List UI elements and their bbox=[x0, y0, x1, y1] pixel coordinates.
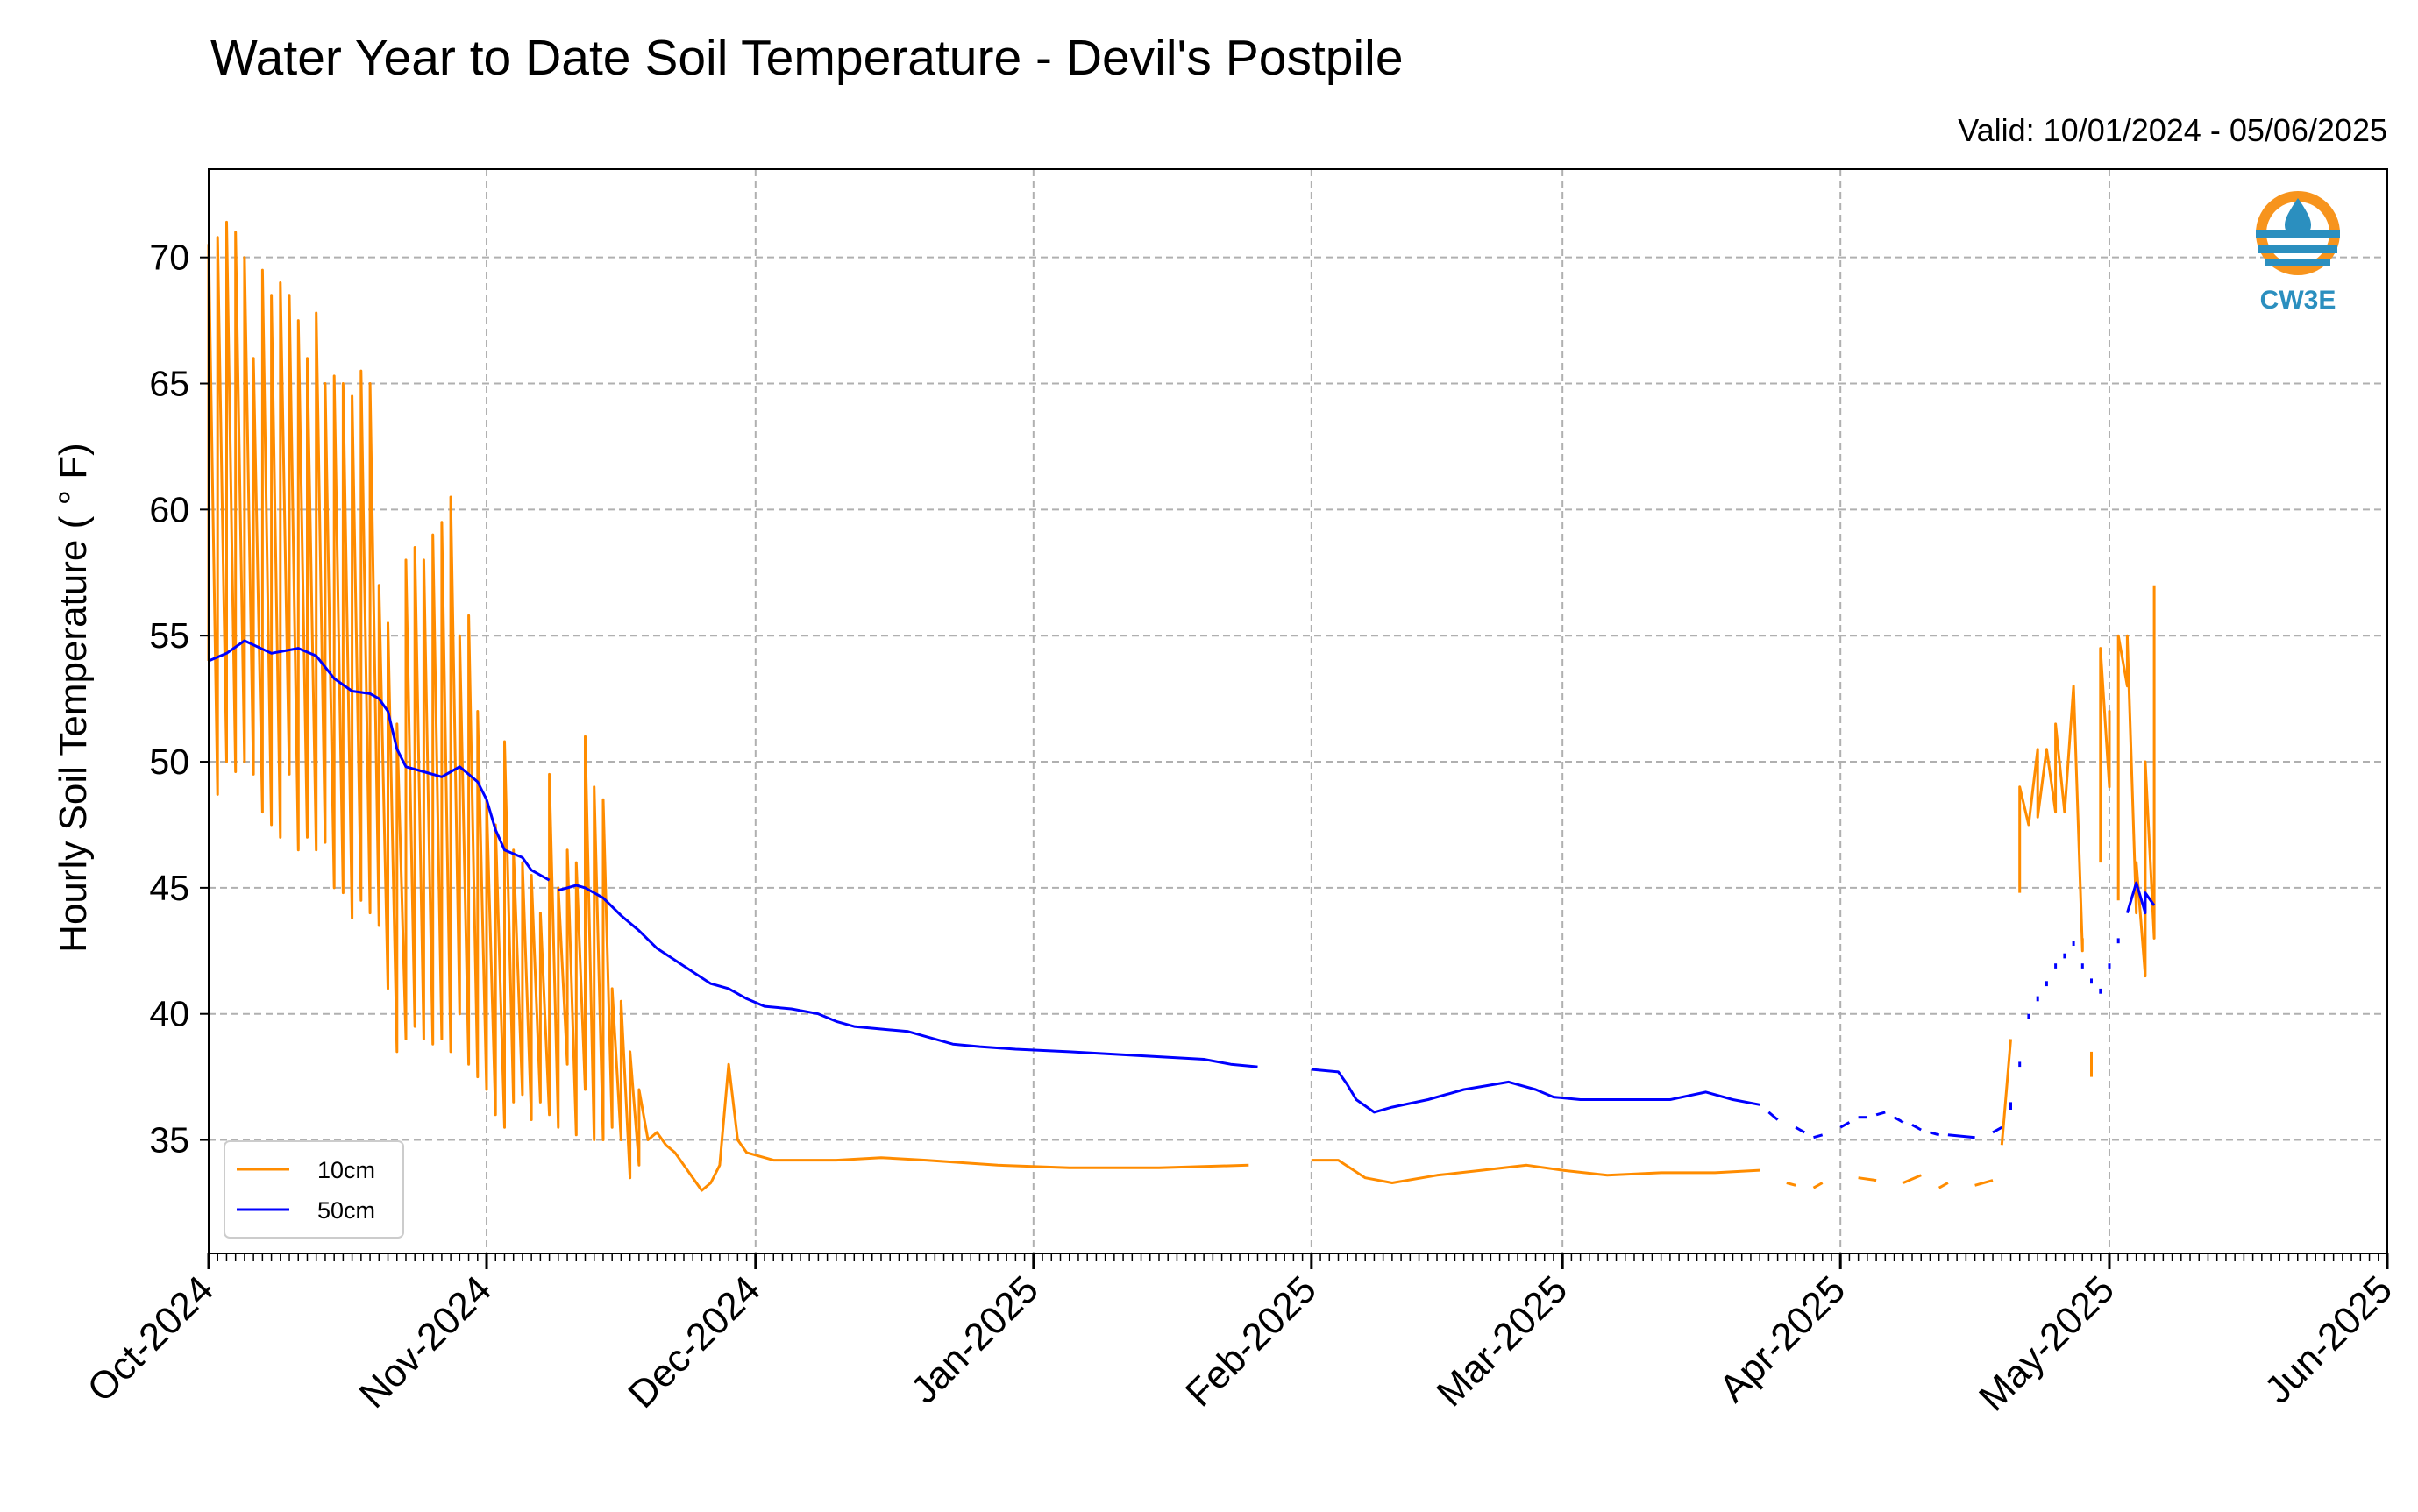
series-line-50cm bbox=[1875, 1111, 1886, 1117]
y-tick-label: 60 bbox=[149, 489, 189, 529]
x-tick-label: Mar-2025 bbox=[1428, 1267, 1575, 1415]
plot-area bbox=[209, 169, 2387, 1253]
y-tick-label: 55 bbox=[149, 615, 189, 656]
series-line-10cm bbox=[1786, 1182, 1796, 1187]
series-50cm bbox=[208, 639, 2156, 1139]
chart-subtitle: Valid: 10/01/2024 - 05/06/2025 bbox=[1958, 112, 2387, 148]
y-tick-label: 65 bbox=[149, 364, 189, 404]
series-line-50cm bbox=[1767, 1111, 1779, 1121]
x-tick-label: May-2025 bbox=[1971, 1267, 2123, 1419]
series-line-50cm bbox=[208, 639, 551, 882]
x-minor-ticks bbox=[208, 1253, 2388, 1261]
legend-label-10cm: 10cm bbox=[317, 1157, 375, 1183]
cw3e-logo: CW3E bbox=[2256, 191, 2340, 315]
logo-band-2 bbox=[2258, 245, 2337, 253]
x-tick-label: Apr-2025 bbox=[1711, 1267, 1854, 1410]
logo-band-3 bbox=[2265, 259, 2330, 266]
x-tick-label: Feb-2025 bbox=[1177, 1267, 1325, 1415]
y-tick-label: 50 bbox=[149, 742, 189, 782]
legend-label-50cm: 50cm bbox=[317, 1197, 375, 1224]
series-line-10cm bbox=[1812, 1182, 1824, 1189]
y-tick-label: 35 bbox=[149, 1120, 189, 1161]
series-line-50cm bbox=[1911, 1123, 1922, 1132]
series-layer bbox=[207, 220, 2156, 1192]
series-line-50cm bbox=[1992, 1125, 2003, 1134]
series-line-10cm bbox=[1858, 1176, 1877, 1182]
series-line-50cm bbox=[1839, 1121, 1851, 1129]
water-drop-icon bbox=[2285, 198, 2311, 238]
series-line-50cm bbox=[1893, 1116, 1904, 1124]
series-line-50cm bbox=[558, 884, 1258, 1068]
y-tick-label: 70 bbox=[149, 238, 189, 278]
series-line-10cm bbox=[2116, 585, 2156, 978]
series-line-50cm bbox=[1947, 1133, 1975, 1139]
x-tick-label: Jun-2025 bbox=[2257, 1267, 2400, 1411]
series-line-10cm bbox=[2099, 647, 2111, 863]
y-tick-label: 45 bbox=[149, 868, 189, 908]
series-line-10cm bbox=[1938, 1182, 1949, 1189]
series-line-50cm bbox=[1813, 1133, 1824, 1139]
legend: 10cm 50cm bbox=[224, 1140, 404, 1239]
series-line-10cm bbox=[1974, 1179, 1994, 1187]
series-line-10cm bbox=[2000, 1039, 2012, 1146]
x-tick-label: Dec-2024 bbox=[620, 1267, 769, 1416]
series-line-10cm bbox=[1311, 1159, 1760, 1184]
logo-text: CW3E bbox=[2260, 286, 2336, 315]
series-line-50cm bbox=[2125, 881, 2156, 915]
series-line-50cm bbox=[1930, 1131, 1940, 1137]
x-tick-label: Jan-2025 bbox=[903, 1267, 1047, 1411]
legend-box bbox=[224, 1140, 404, 1239]
series-line-50cm bbox=[1311, 1068, 1760, 1114]
plot-frame bbox=[208, 168, 2388, 1254]
chart-title: Water Year to Date Soil Temperature - De… bbox=[210, 30, 1404, 86]
series-line-50cm bbox=[1795, 1125, 1806, 1134]
x-tick-label: Nov-2024 bbox=[352, 1267, 501, 1416]
series-10cm bbox=[207, 220, 2156, 1192]
y-tick-label: 40 bbox=[149, 994, 189, 1034]
series-line-10cm bbox=[2018, 685, 2084, 953]
x-tick-label: Oct-2024 bbox=[79, 1267, 222, 1410]
y-axis-label: Hourly Soil Temperature ( ° F) bbox=[52, 443, 95, 953]
series-line-10cm bbox=[207, 220, 1249, 1192]
series-line-10cm bbox=[1902, 1174, 1922, 1184]
